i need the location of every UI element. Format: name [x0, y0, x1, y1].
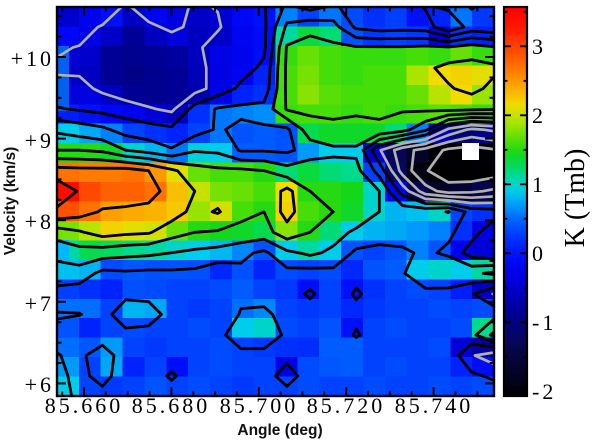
svg-text:85.740: 85.740	[395, 393, 474, 418]
svg-text:+10: +10	[11, 46, 54, 71]
svg-text:1: 1	[532, 172, 546, 197]
svg-text:3: 3	[532, 34, 546, 59]
svg-text:+6: +6	[25, 372, 54, 397]
svg-text:K (Tmb): K (Tmb)	[560, 149, 591, 248]
svg-text:85.720: 85.720	[307, 393, 386, 418]
svg-text:+7: +7	[25, 291, 54, 316]
svg-text:2: 2	[532, 103, 546, 128]
svg-text:+9: +9	[25, 128, 54, 153]
svg-text:0: 0	[532, 241, 546, 266]
svg-text:Angle (deg): Angle (deg)	[237, 422, 322, 439]
svg-text:-1: -1	[532, 310, 556, 335]
svg-text:-2: -2	[532, 379, 556, 404]
svg-text:85.680: 85.680	[132, 393, 211, 418]
svg-text:85.660: 85.660	[45, 393, 124, 418]
svg-text:+8: +8	[25, 209, 54, 234]
svg-text:Velocity (km/s): Velocity (km/s)	[2, 147, 19, 256]
svg-text:85.700: 85.700	[220, 393, 299, 418]
